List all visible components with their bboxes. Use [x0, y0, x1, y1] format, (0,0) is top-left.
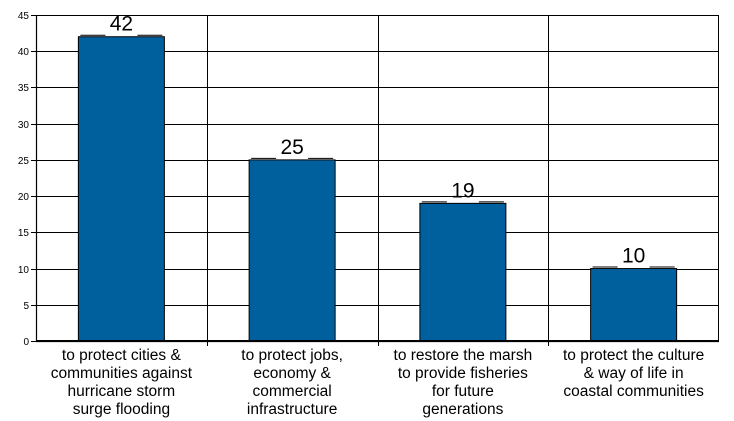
y-tick-label-1: 5 — [23, 301, 29, 312]
y-tick-label-5: 25 — [18, 156, 30, 167]
y-tick-label-3: 15 — [18, 228, 30, 239]
chart-bars — [77, 36, 678, 342]
chart-axes — [35, 15, 719, 343]
bar-3 — [590, 268, 678, 342]
data-labels: 42 25 19 10 — [80, 13, 675, 268]
x-category-label-2: to restore the marsh to provide fisherie… — [393, 347, 533, 418]
y-tick-label-7: 35 — [18, 83, 30, 94]
bar-0 — [77, 36, 165, 342]
y-tick-label-6: 30 — [18, 120, 30, 131]
x-category-label-1: to protect jobs, economy & commercial in… — [241, 347, 343, 418]
data-label-1: 25 — [280, 136, 303, 159]
x-category-label-0: to protect cities & communities against … — [50, 347, 193, 418]
data-label-3: 10 — [622, 245, 645, 268]
data-label-0: 42 — [110, 13, 133, 36]
data-label-2: 19 — [451, 179, 474, 202]
y-tick-label-9: 45 — [18, 11, 30, 22]
bar-1 — [248, 159, 336, 342]
y-axis-ticks: 0 5 10 15 20 25 30 35 40 45 — [18, 11, 549, 348]
y-tick-label-0: 0 — [23, 337, 29, 348]
y-tick-label-4: 20 — [18, 192, 30, 203]
bar-2 — [419, 202, 507, 342]
x-category-label-3: to protect the culture & way of life in … — [562, 347, 705, 400]
y-tick-label-8: 40 — [18, 47, 30, 58]
y-tick-label-2: 10 — [18, 265, 30, 276]
